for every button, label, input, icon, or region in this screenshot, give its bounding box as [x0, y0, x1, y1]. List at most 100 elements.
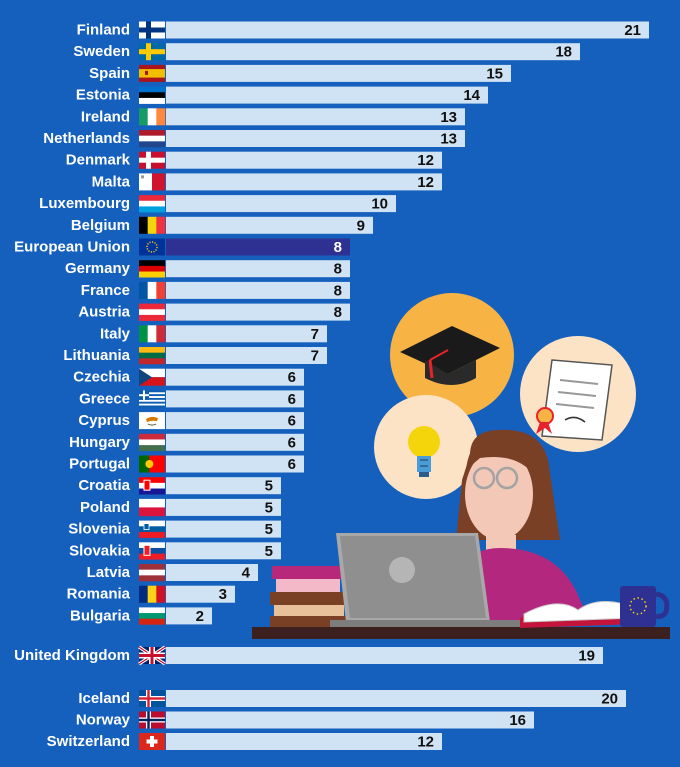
flag-switzerland-icon — [139, 733, 165, 750]
value-lithuania: 7 — [311, 348, 319, 365]
flag-hungary-icon — [139, 433, 165, 452]
flag-latvia-icon — [139, 564, 165, 582]
label-romania: Romania — [67, 586, 131, 603]
bar-european-union — [166, 238, 350, 256]
bar-sweden — [166, 43, 580, 61]
bar-switzerland — [166, 733, 442, 750]
flag-luxembourg-icon — [139, 195, 165, 213]
value-denmark: 12 — [417, 152, 434, 169]
bar-cyprus — [166, 412, 304, 430]
illustration — [252, 293, 670, 639]
value-switzerland: 12 — [417, 734, 434, 751]
bar-greece — [166, 390, 304, 408]
value-france: 8 — [334, 282, 342, 299]
label-denmark: Denmark — [66, 152, 131, 169]
label-iceland: Iceland — [78, 690, 130, 707]
label-czechia: Czechia — [73, 369, 130, 386]
flag-slovakia-icon — [139, 542, 165, 560]
flag-germany-icon — [139, 260, 165, 278]
bar-spain — [166, 64, 511, 82]
bar-ireland — [166, 108, 465, 126]
value-greece: 6 — [288, 391, 296, 408]
flag-spain-icon — [139, 64, 165, 82]
bar-latvia — [166, 564, 258, 581]
value-italy: 7 — [311, 326, 319, 343]
flag-greece-icon — [139, 390, 165, 408]
bar-iceland — [166, 690, 626, 707]
flag-czechia-icon — [139, 368, 165, 386]
bar-malta — [166, 173, 442, 191]
flag-poland-icon — [139, 498, 165, 517]
flags — [138, 21, 166, 750]
bar-poland — [166, 498, 281, 516]
flag-ireland-icon — [139, 108, 166, 126]
desk — [252, 627, 670, 639]
value-norway: 16 — [509, 712, 526, 729]
bar-italy — [166, 325, 327, 343]
bar-denmark — [166, 151, 442, 169]
value-cyprus: 6 — [288, 413, 296, 430]
value-latvia: 4 — [242, 565, 251, 582]
bar-finland — [166, 21, 649, 39]
flag-portugal-icon — [139, 455, 165, 473]
label-croatia: Croatia — [78, 477, 130, 494]
open-book-icon — [520, 601, 640, 628]
flag-netherlands-icon — [139, 130, 165, 148]
label-finland: Finland — [77, 22, 130, 39]
label-spain: Spain — [89, 65, 130, 82]
label-slovenia: Slovenia — [68, 521, 130, 538]
value-bulgaria: 2 — [196, 608, 204, 625]
bar-hungary — [166, 433, 304, 451]
flag-cyprus-icon — [139, 412, 165, 430]
bar-luxembourg — [166, 195, 396, 213]
value-united-kingdom: 19 — [578, 648, 595, 665]
flag-norway-icon — [139, 711, 165, 729]
laptop-icon — [330, 533, 520, 627]
category-labels: Finland Sweden Spain Estonia Ireland Netherla… — [14, 22, 131, 751]
label-germany: Germany — [65, 260, 131, 277]
bar-czechia — [166, 368, 304, 386]
label-malta: Malta — [92, 173, 131, 190]
value-finland: 21 — [624, 22, 641, 39]
value-czechia: 6 — [288, 369, 296, 386]
bar-austria — [166, 303, 350, 321]
bar-slovenia — [166, 520, 281, 538]
value-croatia: 5 — [265, 478, 273, 495]
bar-portugal — [166, 455, 304, 473]
label-estonia: Estonia — [76, 87, 131, 104]
flag-lithuania-icon — [139, 347, 165, 365]
label-united-kingdom: United Kingdom — [14, 647, 130, 664]
flag-estonia-icon — [139, 86, 165, 104]
bar-croatia — [166, 477, 281, 495]
bar-norway — [166, 711, 534, 729]
label-italy: Italy — [100, 325, 131, 342]
value-estonia: 14 — [463, 87, 480, 104]
label-netherlands: Netherlands — [43, 130, 130, 147]
flag-united-kingdom-icon — [138, 645, 166, 666]
value-iceland: 20 — [601, 691, 618, 708]
value-poland: 5 — [265, 499, 273, 516]
value-slovakia: 5 — [265, 543, 273, 560]
flag-croatia-icon — [139, 477, 165, 495]
flag-france-icon — [139, 281, 166, 299]
bars — [166, 21, 649, 750]
value-belgium: 9 — [357, 217, 365, 234]
graduation-cap-icon — [390, 293, 514, 417]
value-sweden: 18 — [555, 44, 572, 61]
value-austria: 8 — [334, 304, 342, 321]
flag-finland-icon — [139, 21, 165, 39]
flag-italy-icon — [139, 325, 166, 343]
label-switzerland: Switzerland — [47, 733, 130, 750]
flag-european-union-icon — [139, 238, 165, 256]
value-spain: 15 — [486, 65, 503, 82]
label-luxembourg: Luxembourg — [39, 195, 130, 212]
lightbulb-icon — [374, 395, 478, 499]
bar-estonia — [166, 86, 488, 104]
value-hungary: 6 — [288, 434, 296, 451]
bar-romania — [166, 585, 235, 603]
label-cyprus: Cyprus — [78, 412, 130, 429]
label-portugal: Portugal — [69, 456, 130, 473]
label-poland: Poland — [80, 499, 130, 516]
label-slovakia: Slovakia — [69, 542, 131, 559]
